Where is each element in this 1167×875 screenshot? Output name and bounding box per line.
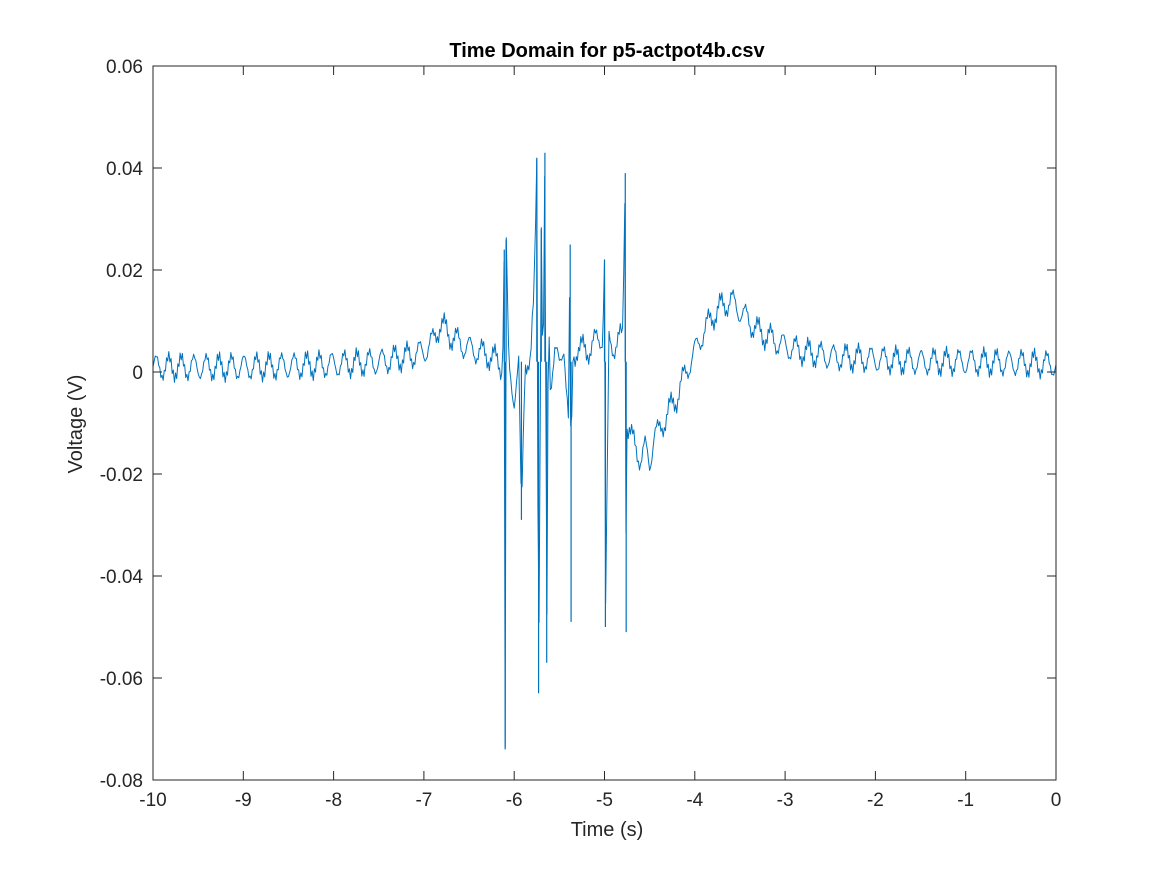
y-tick-label: -0.02 [100,465,143,486]
y-axis-label: Voltage (V) [65,375,87,474]
y-tick-label: 0.02 [106,261,143,282]
x-tick-label: -5 [596,790,613,811]
y-tick-label: 0.06 [106,57,143,78]
x-tick-label: -2 [867,790,884,811]
series-group [152,152,1057,750]
y-tick-label: 0.04 [106,159,143,180]
y-tick-label: -0.04 [100,567,144,588]
x-tick-label: -3 [777,790,794,811]
x-tick-label: 0 [1051,790,1062,811]
x-tick-label: -6 [506,790,523,811]
x-tick-label: -9 [235,790,252,811]
y-tick-label: 0 [132,363,143,384]
x-axis-label: Time (s) [571,819,644,841]
y-tick-label: -0.06 [100,669,143,690]
x-tick-label: -8 [325,790,342,811]
x-tick-label: -4 [686,790,703,811]
x-tick-label: -10 [139,790,166,811]
plot-frame [152,65,1057,781]
x-tick-label: -7 [415,790,432,811]
x-tick-label: -1 [957,790,974,811]
y-tick-label: -0.08 [100,771,143,792]
series-line [152,159,1057,748]
chart-title: Time Domain for p5-actpot4b.csv [449,40,765,62]
